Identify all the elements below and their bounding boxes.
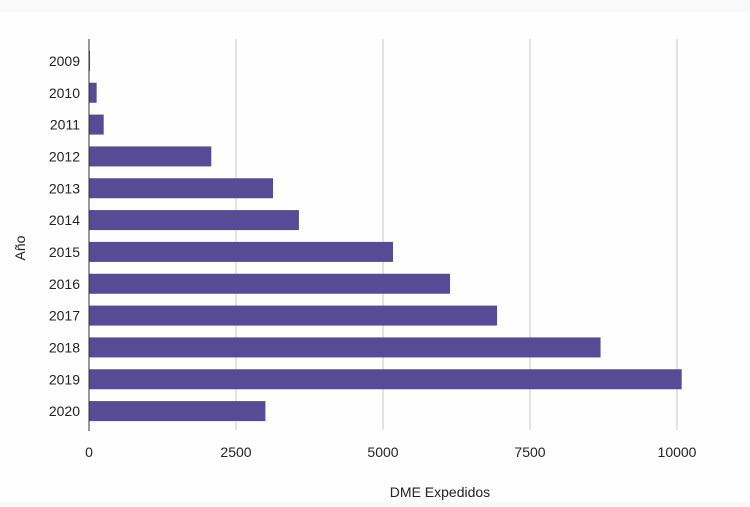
y-tick-label: 2013	[49, 180, 80, 196]
x-tick-label: 0	[85, 444, 93, 460]
x-axis-title: DME Expedidos	[390, 484, 490, 500]
bar-2012	[89, 146, 212, 167]
x-tick-label: 7500	[514, 444, 545, 460]
x-tick-label: 5000	[367, 444, 398, 460]
bar-2019	[89, 369, 682, 390]
bars	[89, 50, 682, 422]
y-tick-label: 2014	[49, 212, 80, 228]
y-axis-title: Año	[12, 235, 28, 260]
bar-2017	[89, 305, 498, 326]
y-tick-label: 2010	[49, 85, 80, 101]
bar-2014	[89, 210, 299, 231]
y-tick-label: 2012	[49, 148, 80, 164]
bar-2018	[89, 337, 601, 358]
bar-2013	[89, 178, 274, 199]
y-tick-label: 2016	[49, 276, 80, 292]
y-tick-label: 2015	[49, 244, 80, 260]
y-tick-label: 2018	[49, 339, 80, 355]
y-tick-label: 2019	[49, 371, 80, 387]
y-tick-label: 2020	[49, 403, 80, 419]
y-tick-label: 2017	[49, 308, 80, 324]
gridlines	[235, 39, 678, 430]
bar-2015	[89, 241, 393, 262]
x-tick-label: 10000	[658, 444, 697, 460]
bar-2020	[89, 401, 266, 422]
y-tick-label: 2011	[50, 117, 80, 133]
x-tick-label: 2500	[220, 444, 251, 460]
bar-2011	[89, 114, 104, 135]
axes: 0 2500 5000 7500 10000 2009 2010 2011 2012 2013 20…	[49, 39, 697, 460]
bar-2010	[89, 82, 97, 103]
bar-2016	[89, 273, 451, 294]
y-tick-label: 2009	[49, 53, 80, 69]
